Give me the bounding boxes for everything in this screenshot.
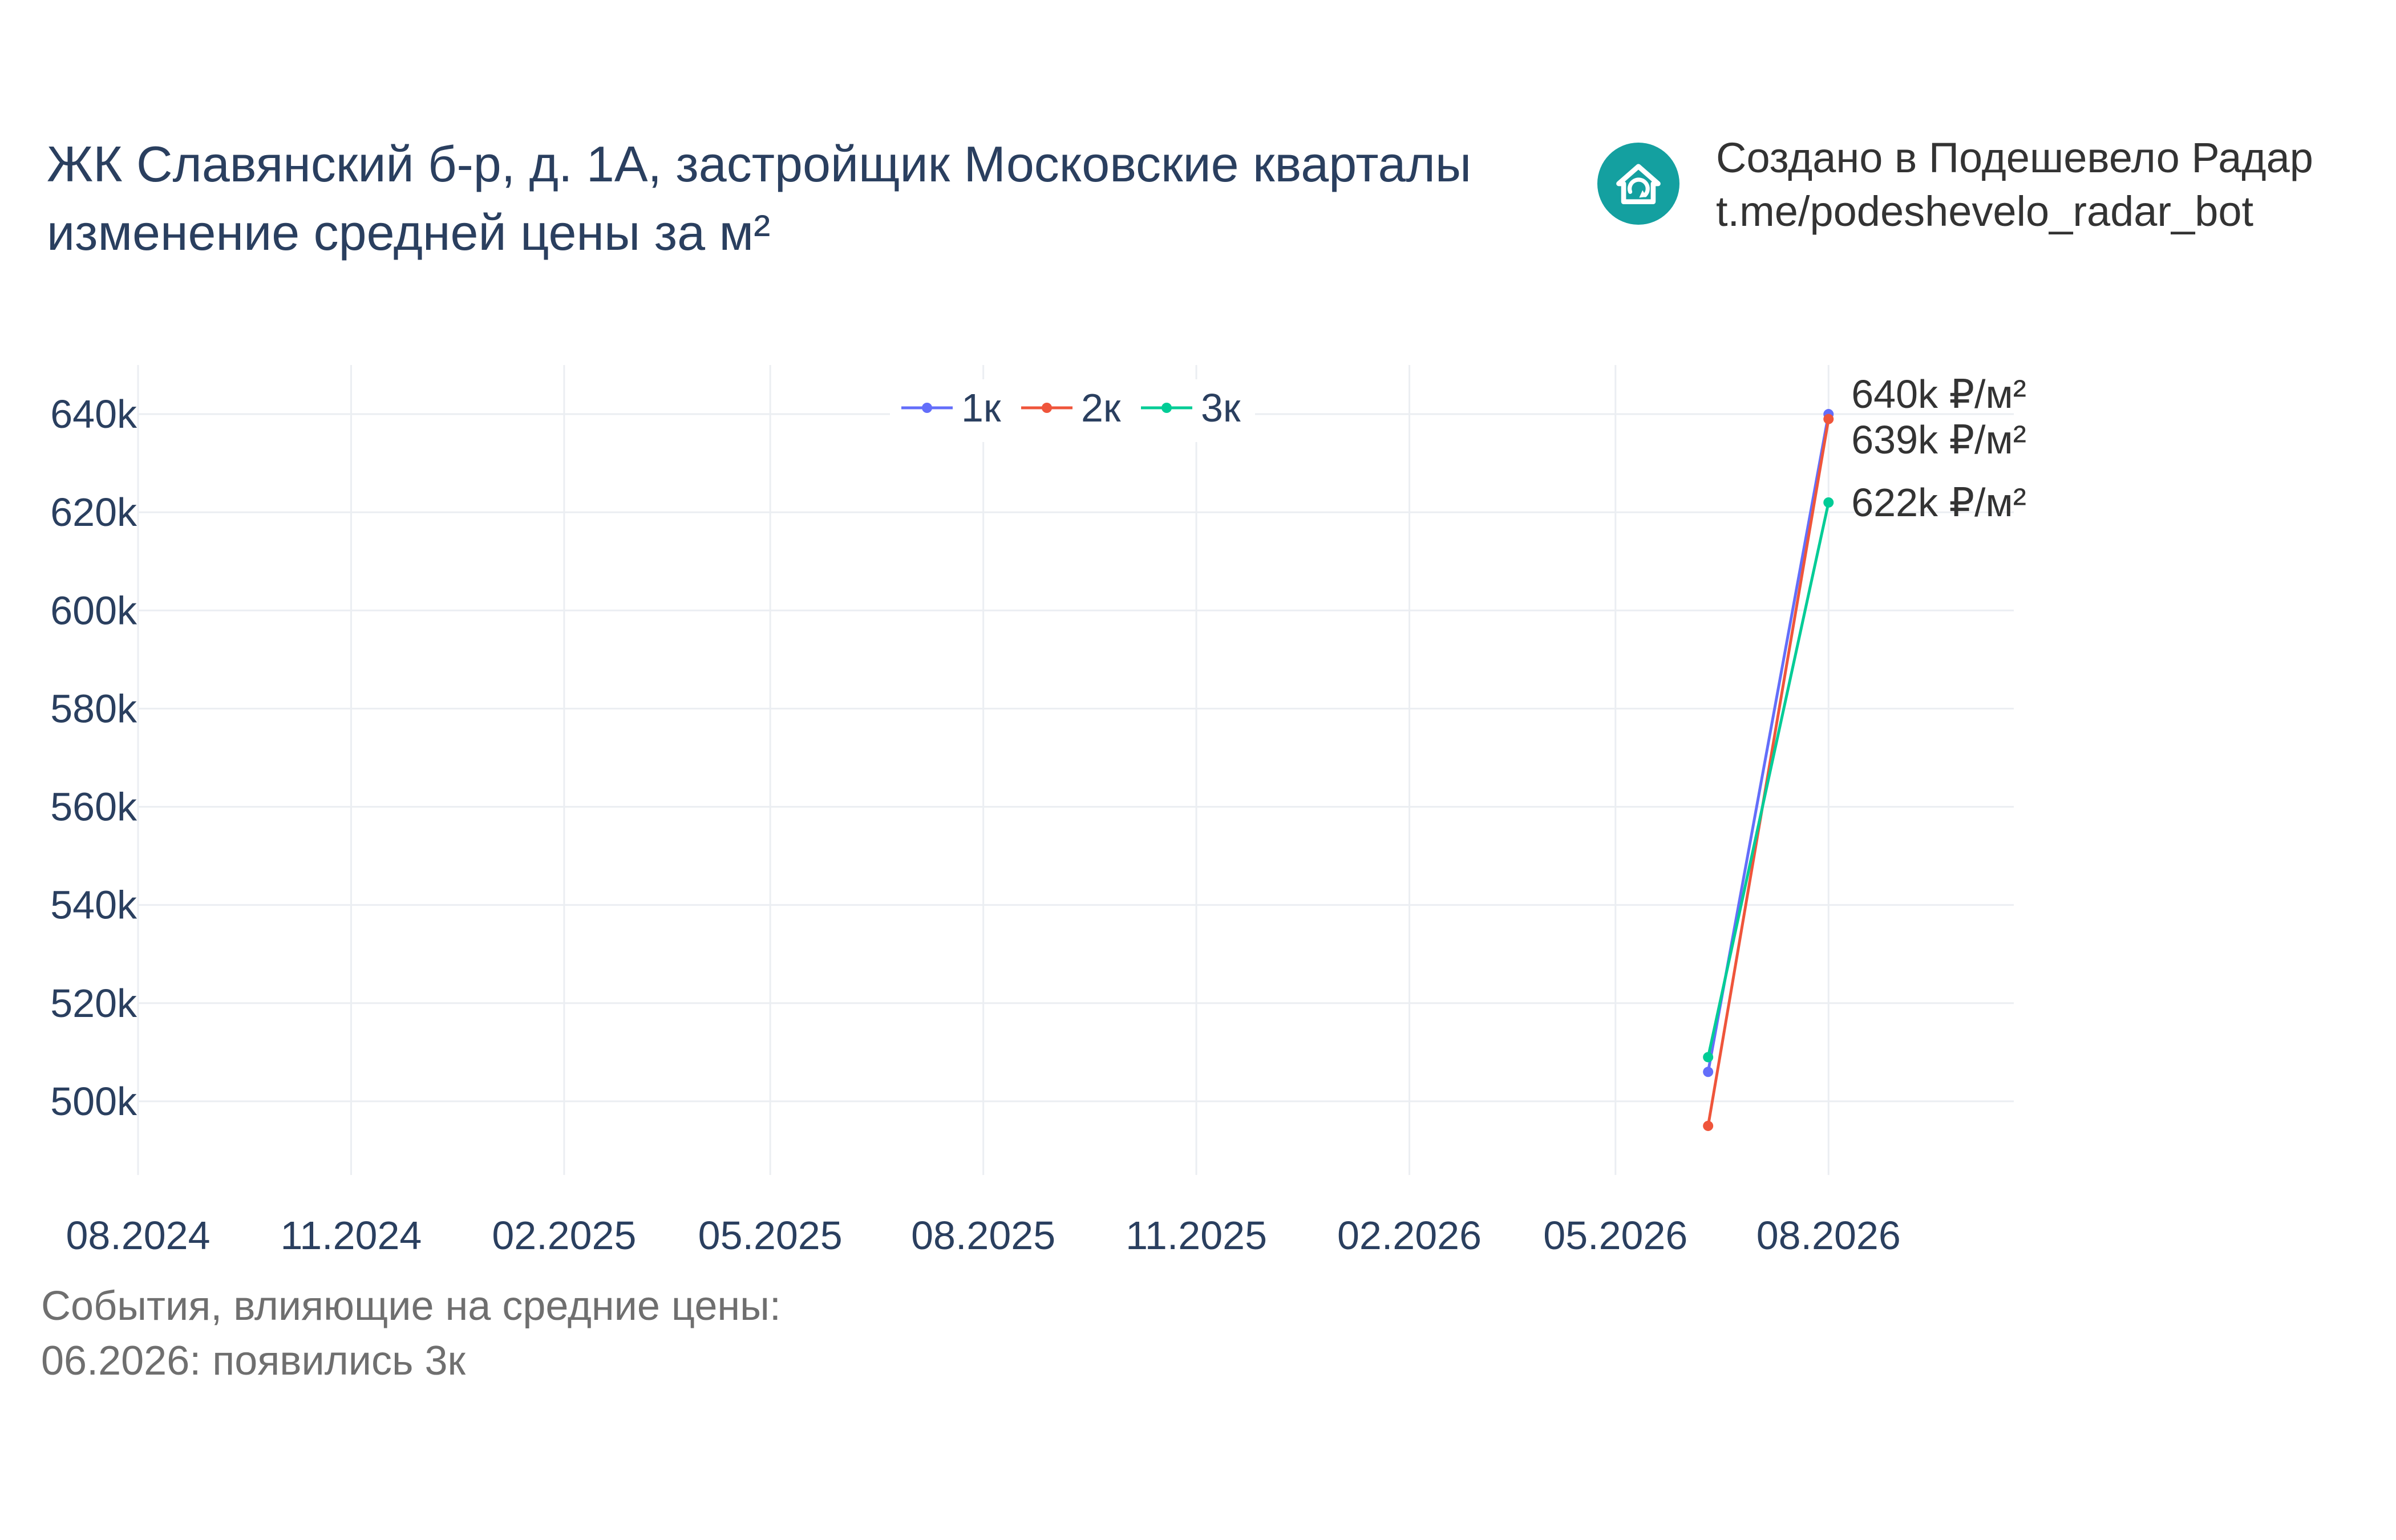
legend-marker — [1161, 403, 1172, 413]
series-line — [1706, 502, 1830, 1057]
chart-grid — [137, 365, 2014, 1175]
chart-title: ЖК Славянский б-р, д. 1А, застройщик Мос… — [47, 130, 1587, 267]
y-tick-label: 500k — [50, 1079, 137, 1124]
x-tick-label: 08.2024 — [66, 1213, 210, 1255]
x-tick-label: 02.2026 — [1337, 1213, 1482, 1255]
y-tick-label: 600k — [50, 588, 137, 633]
y-tick-label: 560k — [50, 785, 137, 829]
chart-legend: 1к 2к 3к — [890, 379, 1255, 442]
y-tick-label: 520k — [50, 981, 137, 1026]
end-value-label: 622k ₽/м² — [1851, 480, 2026, 525]
data-point — [1823, 414, 1834, 424]
y-axis-ticks: 500k 520k 540k 560k 580k 600k 620k 640k — [50, 392, 137, 1124]
brand-link[interactable]: t.me/podeshevelo_radar_bot — [1716, 188, 2254, 235]
data-point — [1703, 1067, 1714, 1077]
end-value-label: 640k ₽/м² — [1851, 372, 2026, 416]
y-tick-label: 640k — [50, 392, 137, 436]
end-value-label: 639k ₽/м² — [1851, 418, 2026, 462]
legend-label: 3к — [1201, 386, 1241, 430]
x-tick-label: 08.2026 — [1756, 1213, 1901, 1255]
legend-label: 1к — [961, 386, 1001, 430]
data-point — [1703, 1120, 1714, 1131]
x-tick-label: 05.2026 — [1543, 1213, 1687, 1255]
data-point — [1703, 1052, 1714, 1063]
x-tick-label: 05.2025 — [698, 1213, 843, 1255]
legend-marker — [1042, 403, 1052, 413]
data-point — [1823, 497, 1834, 508]
legend-marker — [922, 403, 932, 413]
event-item: 06.2026: появились 3к — [41, 1338, 466, 1384]
x-tick-label: 11.2025 — [1126, 1213, 1267, 1255]
x-tick-label: 08.2025 — [911, 1213, 1055, 1255]
x-tick-label: 02.2025 — [492, 1213, 636, 1255]
series-line — [1706, 419, 1830, 1126]
house-refresh-icon — [1597, 143, 1679, 225]
x-tick-label: 11.2024 — [281, 1213, 422, 1255]
events-heading: События, влияющие на средние цены: — [41, 1283, 781, 1329]
brand-text: Создано в Подешевело Радар t.me/podeshev… — [1716, 131, 2313, 238]
y-tick-label: 540k — [50, 883, 137, 927]
chart-title-line-1: ЖК Славянский б-р, д. 1А, застройщик Мос… — [47, 136, 1472, 192]
legend-background — [890, 379, 1255, 442]
chart-subtitle: изменение средней цены за м² — [47, 204, 771, 261]
x-axis-ticks: 08.2024 11.2024 02.2025 05.2025 08.2025 11.20… — [66, 1213, 1900, 1255]
brand-name: Создано в Подешевело Радар — [1716, 134, 2313, 181]
events-note: События, влияющие на средние цены: 06.20… — [41, 1279, 781, 1388]
legend-label: 2к — [1081, 386, 1121, 430]
y-tick-label: 580k — [50, 686, 137, 731]
y-tick-label: 620k — [50, 490, 137, 534]
chart-series — [1703, 409, 1834, 1131]
price-chart: 500k 520k 540k 560k 580k 600k 620k 640k 08.2024… — [50, 365, 2026, 1255]
